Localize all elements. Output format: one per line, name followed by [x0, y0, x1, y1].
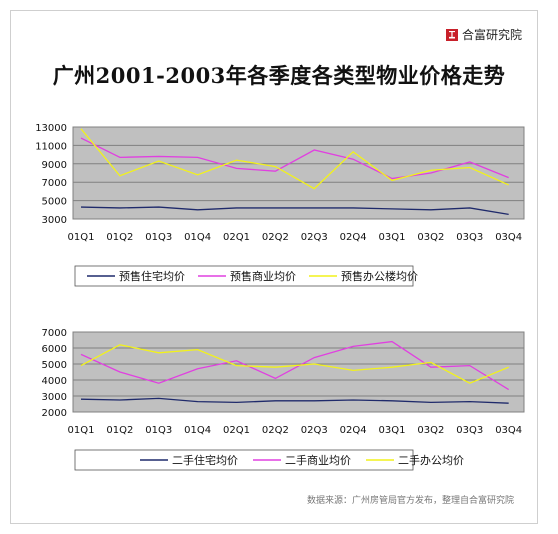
y-tick-label: 11000 [35, 141, 67, 152]
y-tick-label: 7000 [42, 328, 67, 339]
legend-label: 预售商业均价 [230, 269, 296, 283]
y-tick-label: 7000 [42, 178, 67, 189]
x-tick-label: 01Q1 [68, 232, 95, 243]
plot-area [72, 331, 525, 413]
x-tick-label: 02Q4 [340, 425, 367, 436]
x-tick-label: 03Q3 [456, 425, 483, 436]
y-tick-label: 9000 [42, 160, 67, 171]
x-tick-label: 01Q3 [145, 232, 172, 243]
x-tick-label: 02Q4 [340, 232, 367, 243]
x-tick-label: 02Q1 [223, 232, 250, 243]
y-tick-label: 5000 [42, 197, 67, 208]
y-tick-label: 3000 [42, 392, 67, 403]
x-tick-label: 02Q2 [262, 232, 289, 243]
y-tick-label: 4000 [42, 376, 67, 387]
legend-label: 二手办公均价 [398, 453, 464, 467]
series-line-1 [80, 206, 509, 216]
x-tick-label: 03Q2 [417, 425, 444, 436]
data-source-note: 数据来源：广州房管局官方发布，整理自合富研究院 [306, 496, 514, 506]
plot-area [72, 126, 525, 220]
series-line-3 [80, 344, 509, 384]
chart-1: 3000 5000 7000 9000 11000 13000 01Q1 01Q2 01Q3 01… [35, 123, 525, 287]
x-tick-label: 02Q3 [301, 232, 328, 243]
x-tick-label: 01Q3 [145, 425, 172, 436]
legend-label: 二手住宅均价 [172, 453, 238, 467]
y-tick-label: 13000 [35, 123, 67, 134]
y-tick-label: 3000 [42, 215, 67, 226]
x-tick-label: 03Q4 [495, 425, 522, 436]
chart-2: 2000 3000 4000 5000 6000 7000 01Q1 01Q2 01Q3 01Q4… [42, 328, 525, 471]
legend-label: 二手商业均价 [285, 453, 351, 467]
x-tick-label: 01Q4 [184, 232, 211, 243]
brand-logo-icon [445, 28, 458, 41]
series-line-2 [80, 137, 509, 180]
legend-label: 预售住宅均价 [119, 269, 185, 283]
y-tick-label: 2000 [42, 408, 67, 419]
x-tick-label: 03Q1 [379, 425, 406, 436]
x-tick-label: 01Q2 [106, 425, 133, 436]
x-tick-label: 03Q3 [456, 232, 483, 243]
x-tick-label: 02Q2 [262, 425, 289, 436]
series-line-1 [80, 397, 509, 404]
legend-box [74, 449, 414, 471]
brand: 合富研究院 [445, 26, 522, 43]
y-tick-label: 6000 [42, 344, 67, 355]
x-tick-label: 01Q1 [68, 425, 95, 436]
x-tick-label: 03Q4 [495, 232, 522, 243]
x-tick-label: 01Q4 [184, 425, 211, 436]
x-tick-label: 01Q2 [106, 232, 133, 243]
y-tick-label: 5000 [42, 360, 67, 371]
x-tick-label: 02Q1 [223, 425, 250, 436]
x-tick-label: 02Q3 [301, 425, 328, 436]
x-tick-label: 03Q1 [379, 232, 406, 243]
series-line-2 [80, 340, 510, 391]
legend-label: 预售办公楼均价 [341, 269, 418, 283]
x-tick-label: 03Q2 [417, 232, 444, 243]
brand-name: 合富研究院 [461, 28, 522, 42]
legend-box [74, 265, 414, 287]
page-title: 广州2001-2003年各季度各类型物业价格走势 [52, 63, 506, 88]
series-line-3 [80, 128, 509, 190]
